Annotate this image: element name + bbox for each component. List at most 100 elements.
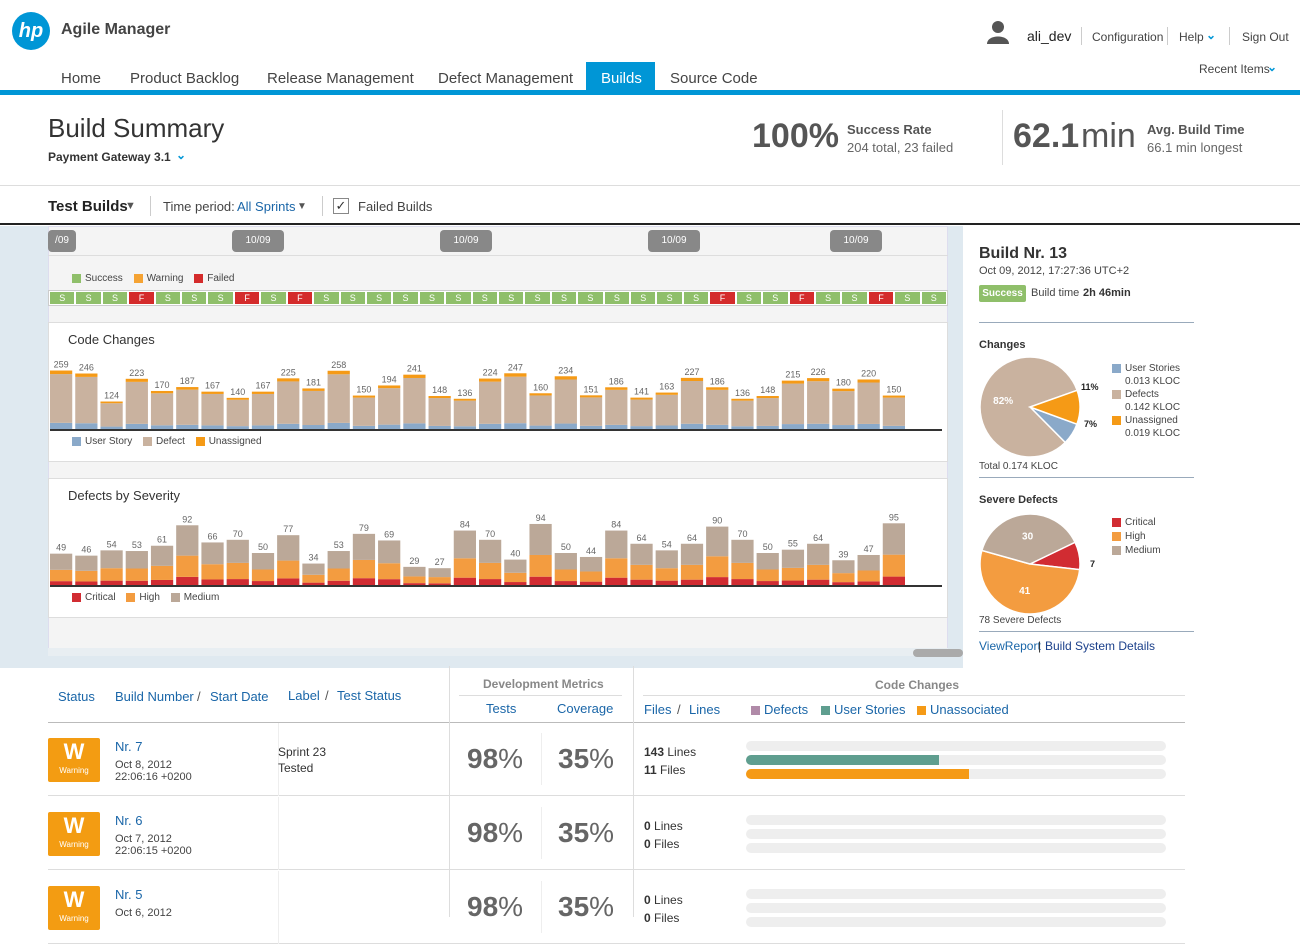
unassigned-segment[interactable] [428,396,451,399]
user-story-segment[interactable] [428,425,451,430]
filter-defects[interactable]: Defects [751,702,808,717]
col-build-number[interactable]: Build Number [115,689,194,704]
critical-segment[interactable] [655,580,678,586]
medium-segment[interactable] [428,568,451,578]
defect-segment[interactable] [504,376,527,424]
build-status-cell[interactable]: S [578,292,603,304]
col-tests[interactable]: Tests [486,701,517,716]
tab-home[interactable]: Home [61,70,102,87]
build-status-cell[interactable]: S [76,292,101,304]
critical-segment[interactable] [756,581,779,586]
user-story-segment[interactable] [150,425,174,430]
view-report-link[interactable]: ViewReport [979,639,1041,653]
defect-segment[interactable] [731,400,754,427]
medium-segment[interactable] [655,550,678,569]
critical-segment[interactable] [680,579,704,586]
medium-segment[interactable] [882,523,905,555]
horizontal-scrollbar[interactable] [48,648,948,656]
unassigned-segment[interactable] [554,376,577,380]
user-story-segment[interactable] [882,425,905,430]
critical-segment[interactable] [882,576,905,586]
build-status-cell[interactable]: S [419,292,445,304]
unassigned-segment[interactable] [50,370,73,375]
col-lines[interactable]: Lines [689,702,721,717]
defect-segment[interactable] [176,389,199,425]
high-segment[interactable] [731,562,754,580]
caret-down-icon[interactable]: ▼ [125,200,136,212]
user-story-segment[interactable] [857,423,880,430]
unassigned-segment[interactable] [630,397,653,400]
tab-builds[interactable]: Builds [586,62,655,90]
critical-segment[interactable] [150,579,174,586]
help-link[interactable]: Help [1179,30,1204,44]
high-segment[interactable] [352,559,376,579]
unassigned-segment[interactable] [655,392,678,395]
username[interactable]: ali_dev [1027,28,1072,44]
medium-segment[interactable] [100,550,123,569]
critical-segment[interactable] [554,581,577,586]
high-segment[interactable] [655,568,678,581]
pie-slice[interactable] [980,513,1077,565]
medium-segment[interactable] [857,554,880,571]
defect-segment[interactable] [75,376,98,424]
defect-segment[interactable] [327,374,350,423]
user-story-segment[interactable] [176,424,199,430]
medium-segment[interactable] [251,553,275,570]
user-story-segment[interactable] [680,423,704,430]
col-status[interactable]: Status [58,689,95,704]
build-system-details-link[interactable]: Build System Details [1045,639,1156,653]
user-story-segment[interactable] [201,425,224,430]
medium-segment[interactable] [352,533,376,560]
build-status-cell[interactable]: S [102,292,128,304]
medium-segment[interactable] [277,535,300,561]
user-story-segment[interactable] [251,425,275,430]
build-status-cell[interactable]: S [393,292,418,304]
high-segment[interactable] [201,564,224,580]
unassigned-segment[interactable] [731,398,754,401]
user-story-segment[interactable] [832,425,855,430]
critical-segment[interactable] [50,581,73,586]
user-story-segment[interactable] [277,423,300,430]
user-story-segment[interactable] [403,423,426,430]
user-story-segment[interactable] [504,423,527,430]
build-status-cell[interactable]: S [842,292,867,304]
user-story-segment[interactable] [756,425,779,430]
high-segment[interactable] [378,563,401,580]
chevron-down-icon[interactable]: ⌄ [1267,60,1278,74]
defect-segment[interactable] [251,393,275,426]
table-row[interactable] [48,797,1185,870]
medium-segment[interactable] [781,549,805,568]
user-story-segment[interactable] [706,424,729,430]
user-story-segment[interactable] [302,425,325,430]
high-segment[interactable] [327,568,350,581]
user-story-segment[interactable] [731,426,754,430]
user-story-segment[interactable] [327,422,350,430]
user-story-segment[interactable] [100,426,123,430]
user-story-segment[interactable] [226,426,249,430]
tab-product-backlog[interactable]: Product Backlog [130,70,240,87]
defect-segment[interactable] [781,383,805,425]
critical-segment[interactable] [378,579,401,586]
build-status-cell[interactable]: F [710,292,735,304]
scrollbar-thumb[interactable] [913,649,963,657]
col-label[interactable]: Label [288,688,320,703]
user-story-segment[interactable] [125,423,148,430]
high-segment[interactable] [554,569,577,582]
defect-segment[interactable] [428,398,451,426]
defect-segment[interactable] [807,381,830,424]
medium-segment[interactable] [226,539,249,563]
critical-segment[interactable] [75,581,98,586]
high-segment[interactable] [75,570,98,582]
unassigned-segment[interactable] [529,393,552,396]
medium-segment[interactable] [327,551,350,569]
unassigned-segment[interactable] [479,378,502,382]
medium-segment[interactable] [378,540,401,564]
high-segment[interactable] [453,558,476,578]
unassigned-segment[interactable] [176,387,199,390]
build-status-cell[interactable]: S [208,292,233,304]
critical-segment[interactable] [781,580,805,586]
tab-release-management[interactable]: Release Management [267,70,414,87]
critical-segment[interactable] [857,581,880,586]
build-status-cell[interactable]: S [155,292,181,304]
build-status-cell[interactable]: S [736,292,762,304]
